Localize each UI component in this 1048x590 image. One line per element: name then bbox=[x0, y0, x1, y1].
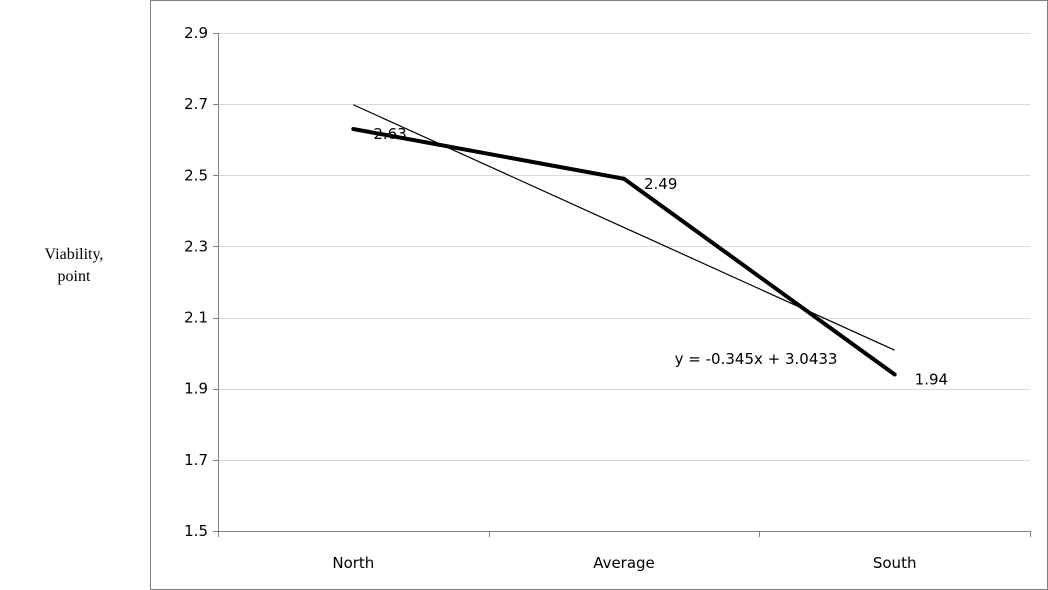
data-point-2 bbox=[892, 372, 897, 377]
x-tick-labels: North Average South bbox=[332, 554, 916, 572]
data-point-0 bbox=[351, 127, 356, 132]
axes bbox=[213, 33, 1031, 537]
y-tick-label-0: 1.5 bbox=[184, 522, 208, 540]
gridlines bbox=[218, 33, 1030, 461]
series-layer bbox=[351, 127, 897, 377]
x-tick-label-0: North bbox=[332, 554, 374, 572]
y-tick-label-3: 2.1 bbox=[184, 309, 208, 327]
chart-border bbox=[150, 0, 1048, 590]
y-tick-label-4: 2.3 bbox=[184, 237, 208, 255]
y-tick-label-2: 1.9 bbox=[184, 380, 208, 398]
y-tick-label-6: 2.7 bbox=[184, 95, 208, 113]
y-tick-label-7: 2.9 bbox=[184, 24, 208, 42]
data-label-1: 2.49 bbox=[644, 175, 677, 193]
y-tick-label-1: 1.7 bbox=[184, 451, 208, 469]
data-label-0: 2.63 bbox=[373, 125, 406, 143]
y-tick-label-5: 2.5 bbox=[184, 166, 208, 184]
y-tick-labels: 1.5 1.7 1.9 2.1 2.3 2.5 2.7 2.9 bbox=[184, 24, 208, 540]
x-tick-label-2: South bbox=[873, 554, 917, 572]
y-axis-label-line-1: Viability, bbox=[44, 246, 104, 263]
y-axis-label-line-2: point bbox=[57, 268, 91, 285]
trendline-equation: y = -0.345x + 3.0433 bbox=[675, 350, 838, 368]
chart-frame bbox=[150, 0, 1048, 590]
x-tick-label-1: Average bbox=[593, 554, 655, 572]
y-axis-label: Viability, point bbox=[4, 244, 144, 288]
data-point-1 bbox=[622, 176, 626, 181]
data-label-2: 1.94 bbox=[915, 370, 948, 388]
data-labels: 2.63 2.49 1.94 y = -0.345x + 3.0433 bbox=[373, 125, 948, 388]
